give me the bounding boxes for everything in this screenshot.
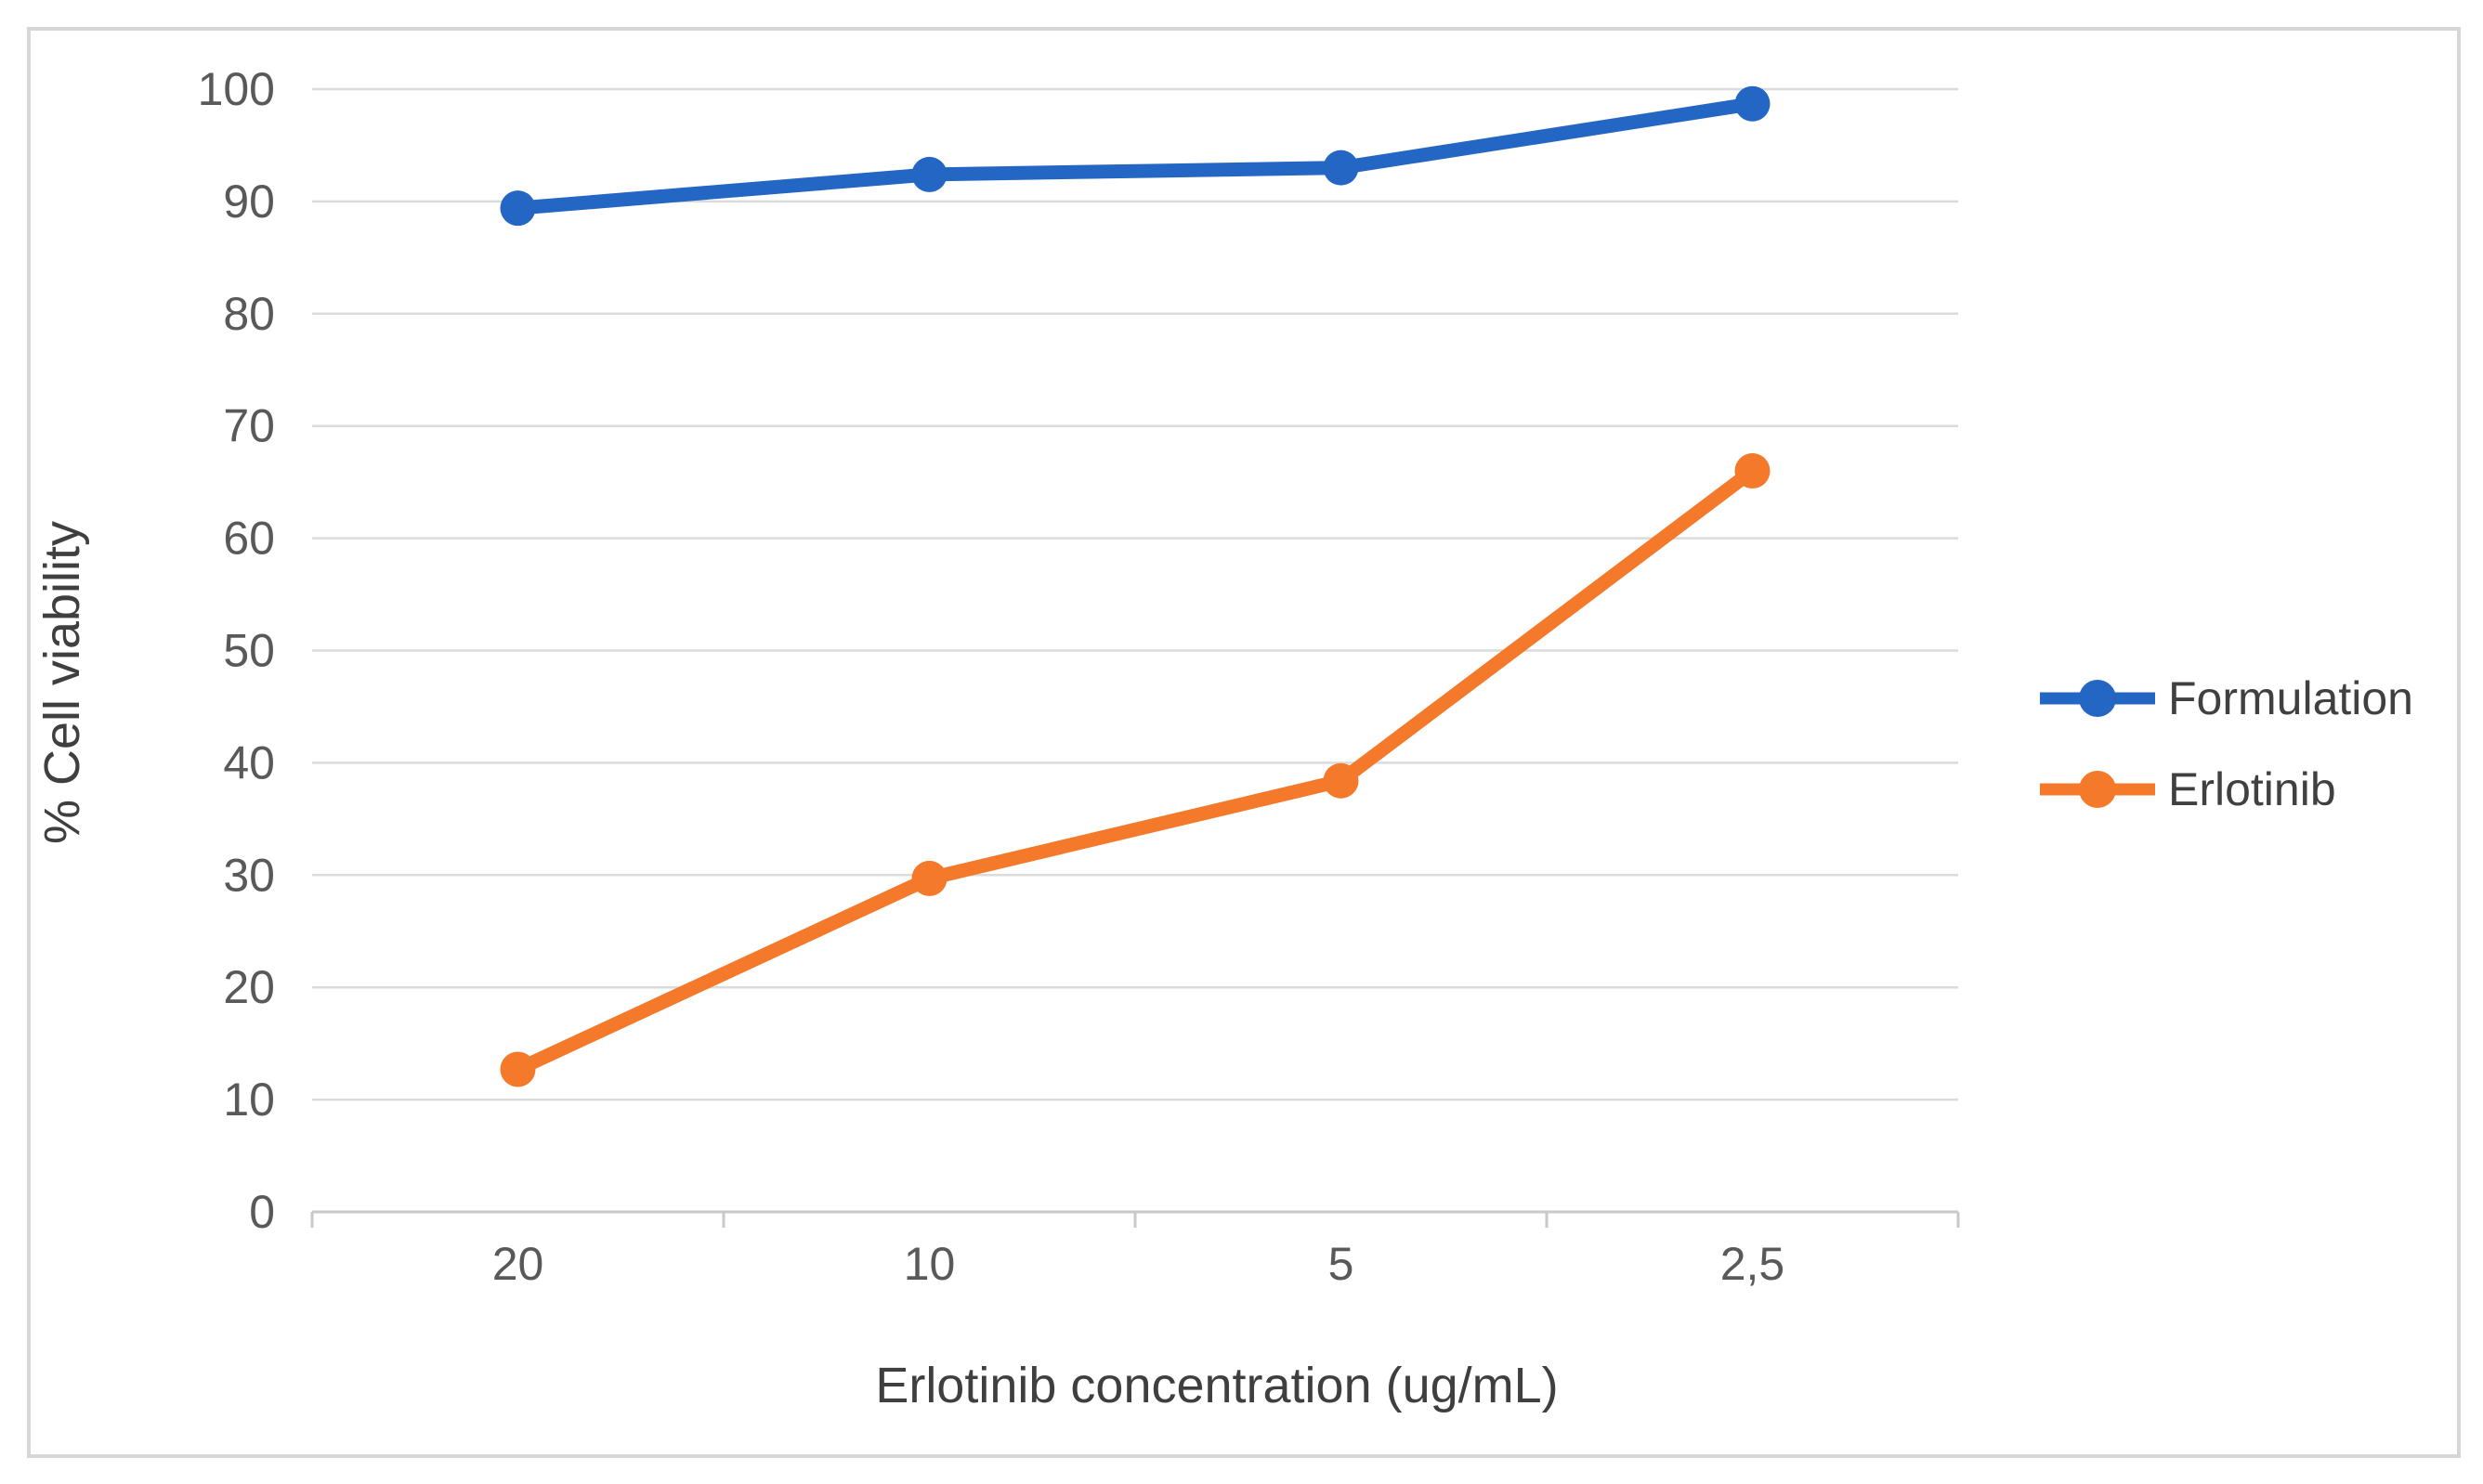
y-tick-label-40: 40	[223, 736, 275, 788]
legend-label-erlotinib: Erlotinib	[2168, 763, 2336, 815]
legend-marker-formulation-icon	[2079, 680, 2116, 717]
y-tick-label-70: 70	[223, 400, 275, 452]
marker-formulation-2	[1323, 150, 1359, 186]
x-tick-label-20: 20	[492, 1238, 544, 1290]
y-tick-label-80: 80	[223, 288, 275, 340]
marker-erlotinib-0	[500, 1051, 536, 1087]
marker-erlotinib-1	[911, 860, 947, 896]
y-tick-label-60: 60	[223, 513, 275, 565]
y-tick-labels: 0 10 20 30 40 50 60 70 80 90 100	[198, 63, 275, 1238]
y-tick-label-20: 20	[223, 961, 275, 1013]
x-tick-labels: 20 10 5 2,5	[492, 1238, 1785, 1290]
y-tick-label-0: 0	[249, 1186, 275, 1238]
legend-marker-erlotinib-icon	[2079, 771, 2116, 808]
marker-erlotinib-3	[1734, 453, 1771, 489]
x-axis-title: Erlotinib concentration (ug/mL)	[875, 1358, 1558, 1413]
series-line-formulation	[511, 97, 1759, 215]
series-line-erlotinib	[511, 463, 1759, 1076]
legend-label-formulation: Formulation	[2168, 672, 2413, 724]
legend-item-erlotinib: Erlotinib	[2040, 763, 2336, 815]
y-tick-label-30: 30	[223, 849, 275, 901]
legend: Formulation Erlotinib	[2040, 672, 2413, 815]
y-tick-label-100: 100	[198, 63, 275, 115]
x-tick-label-5: 5	[1328, 1238, 1354, 1290]
gridlines	[312, 87, 1958, 1101]
y-axis-title: % Cell viability	[34, 521, 90, 844]
marker-formulation-1	[911, 156, 947, 192]
figure-border	[27, 27, 2461, 1458]
x-tick-label-2,5: 2,5	[1720, 1238, 1785, 1290]
marker-formulation-3	[1734, 85, 1771, 122]
x-tick-label-10: 10	[904, 1238, 956, 1290]
legend-item-formulation: Formulation	[2040, 672, 2413, 724]
y-tick-label-90: 90	[223, 176, 275, 228]
series-group	[500, 85, 1771, 1087]
y-tick-label-10: 10	[223, 1074, 275, 1126]
marker-formulation-0	[500, 190, 536, 227]
x-axis	[310, 1210, 1960, 1228]
y-tick-label-50: 50	[223, 625, 275, 677]
marker-erlotinib-2	[1323, 762, 1359, 799]
